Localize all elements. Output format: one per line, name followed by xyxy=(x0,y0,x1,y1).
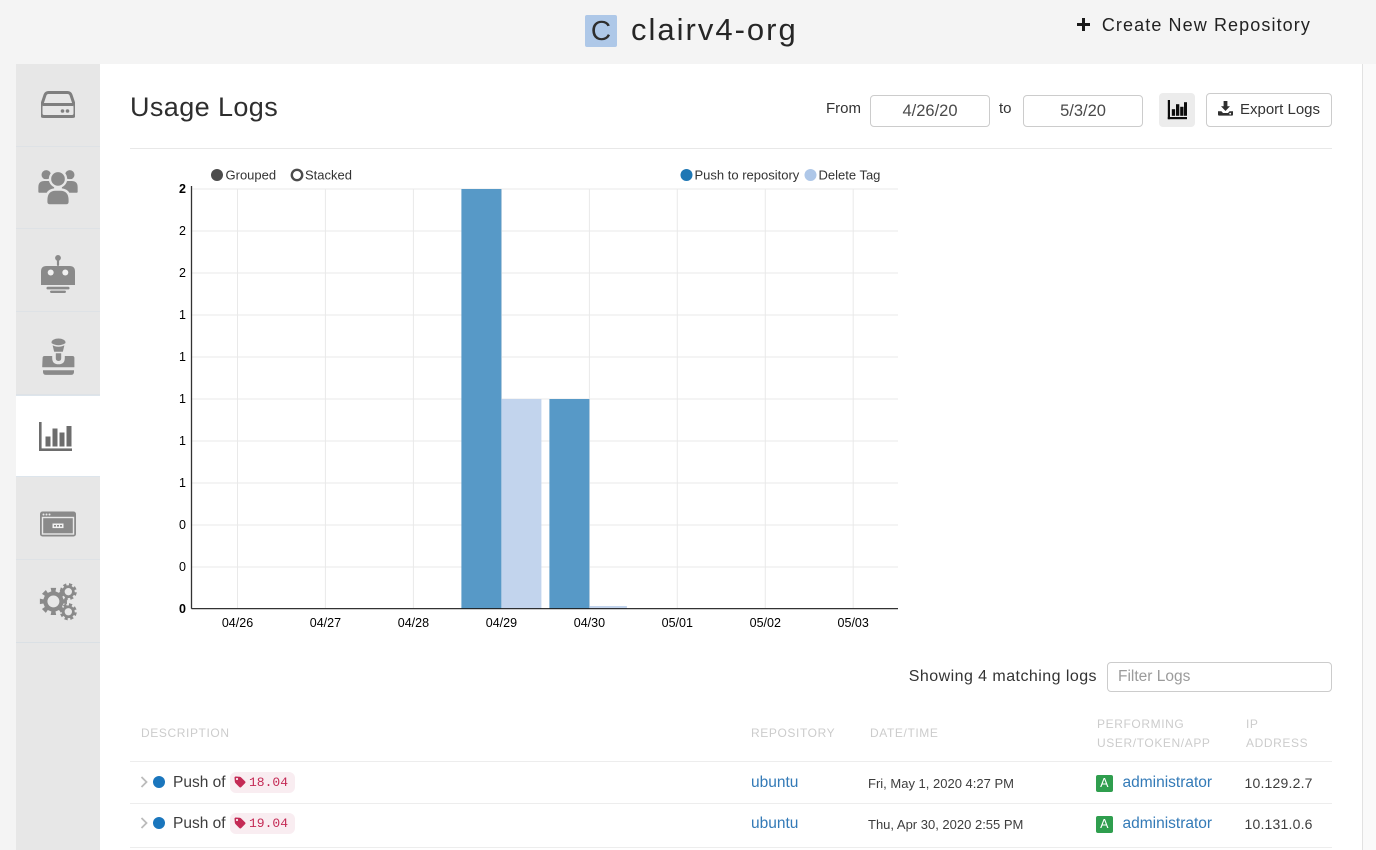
svg-text:0: 0 xyxy=(179,602,186,616)
svg-text:04/29: 04/29 xyxy=(486,616,517,630)
svg-text:Push to repository: Push to repository xyxy=(695,168,800,183)
svg-text:1: 1 xyxy=(179,434,186,448)
svg-text:2: 2 xyxy=(179,224,186,238)
svg-text:1: 1 xyxy=(179,392,186,406)
svg-text:05/01: 05/01 xyxy=(662,616,693,630)
svg-text:04/27: 04/27 xyxy=(310,616,341,630)
svg-text:04/30: 04/30 xyxy=(574,616,605,630)
svg-text:1: 1 xyxy=(179,308,186,322)
svg-text:1: 1 xyxy=(179,350,186,364)
svg-text:05/02: 05/02 xyxy=(750,616,781,630)
svg-text:0: 0 xyxy=(179,560,186,574)
svg-text:Grouped: Grouped xyxy=(226,168,277,183)
svg-text:0: 0 xyxy=(179,518,186,532)
svg-text:Delete Tag: Delete Tag xyxy=(819,168,881,183)
svg-text:2: 2 xyxy=(179,182,186,196)
svg-text:04/28: 04/28 xyxy=(398,616,429,630)
svg-text:05/03: 05/03 xyxy=(838,616,869,630)
svg-text:04/26: 04/26 xyxy=(222,616,253,630)
svg-text:Stacked: Stacked xyxy=(305,168,352,183)
svg-text:2: 2 xyxy=(179,266,186,280)
svg-text:1: 1 xyxy=(179,476,186,490)
